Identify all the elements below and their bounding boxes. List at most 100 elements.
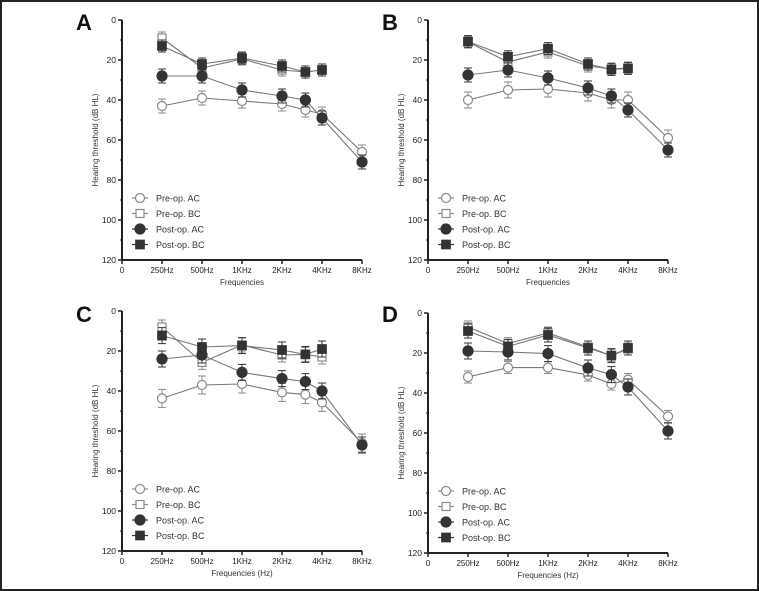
- open-circle-marker: [662, 411, 674, 422]
- y-tick-label: 80: [107, 466, 117, 476]
- data-point: [237, 340, 247, 351]
- filled-square-marker: [300, 67, 311, 77]
- legend-label: Pre-op. BC: [156, 209, 201, 219]
- data-point: [300, 67, 311, 77]
- filled-circle-marker: [196, 70, 208, 82]
- x-tick-label: 500Hz: [190, 557, 213, 566]
- series-line: [161, 97, 363, 153]
- series-post-op-ac: [462, 342, 674, 440]
- legend-label: Post-op. AC: [156, 516, 205, 526]
- filled-square-marker: [317, 344, 327, 354]
- legend-label: Post-op. BC: [156, 240, 205, 250]
- filled-square-marker: [463, 36, 473, 47]
- open-circle-marker: [236, 95, 248, 107]
- data-point: [583, 343, 593, 353]
- filled-square-marker: [135, 239, 145, 250]
- x-tick-label: 500Hz: [496, 266, 519, 275]
- data-point: [502, 64, 514, 76]
- x-tick-label: 4KHz: [312, 557, 332, 566]
- data-point: [276, 373, 288, 385]
- x-tick-label: 250Hz: [456, 559, 479, 568]
- y-tick-label: 120: [102, 255, 116, 265]
- x-tick-label: 8KHz: [352, 557, 372, 566]
- y-tick-label: 80: [107, 175, 117, 185]
- open-circle-marker: [542, 83, 554, 95]
- data-point: [276, 90, 288, 102]
- x-tick-label: 500Hz: [496, 559, 519, 568]
- filled-square-marker: [300, 349, 311, 360]
- filled-square-marker: [623, 63, 633, 74]
- filled-square-marker: [277, 61, 287, 71]
- y-tick-label: 120: [102, 546, 116, 556]
- x-tick-label: 1KHz: [232, 266, 252, 275]
- y-tick-label: 60: [413, 428, 423, 438]
- legend: Pre-op. AC Pre-op. BC Post-op. AC Post-op. …: [132, 483, 205, 541]
- y-tick-label: 100: [408, 508, 422, 518]
- data-point: [463, 36, 473, 47]
- y-tick-label: 80: [413, 175, 423, 185]
- data-point: [462, 371, 474, 383]
- y-tick-label: 0: [111, 15, 116, 25]
- data-point: [606, 350, 617, 361]
- data-point: [196, 92, 208, 104]
- series-post-op-bc: [463, 323, 633, 364]
- open-circle-marker: [462, 94, 474, 106]
- legend-label: Pre-op. AC: [156, 485, 201, 495]
- data-point: [300, 349, 311, 360]
- filled-circle-marker: [582, 82, 594, 94]
- y-tick-label: 40: [413, 95, 423, 105]
- panel-a: A 0 20 40 60 80 100 120 0 250Hz 500Hz 1KHz 2KHz 4KHz 8…: [76, 10, 372, 287]
- filled-circle-marker: [662, 144, 674, 156]
- data-point: [662, 411, 674, 422]
- x-axis-title: Frequencies: [526, 278, 570, 287]
- filled-square-marker: [277, 345, 287, 355]
- series-pre-op-ac: [462, 361, 674, 423]
- legend-item: Pre-op. BC: [438, 208, 507, 219]
- y-tick-label: 100: [408, 215, 422, 225]
- open-circle-marker: [196, 92, 208, 104]
- open-circle-marker: [542, 362, 554, 373]
- filled-circle-marker: [236, 366, 248, 378]
- data-point: [542, 348, 554, 360]
- series-line: [162, 75, 363, 163]
- series-post-op-ac: [156, 68, 368, 170]
- filled-circle-marker: [299, 94, 311, 106]
- y-axis-title: Hearing threshold (dB HL): [91, 384, 100, 477]
- data-point: [605, 90, 617, 102]
- data-point: [156, 353, 168, 365]
- data-point: [276, 387, 288, 398]
- y-axis-title: Hearing threshold (dB HL): [397, 386, 406, 479]
- x-tick-label: 4KHz: [618, 266, 638, 275]
- data-point: [662, 144, 674, 156]
- legend-item: Pre-op. AC: [438, 192, 507, 204]
- open-circle-marker: [156, 393, 168, 404]
- y-tick-label: 80: [413, 468, 423, 478]
- series-line: [467, 350, 669, 432]
- legend-item: Pre-op. BC: [132, 208, 201, 219]
- legend-label: Pre-op. BC: [462, 209, 507, 219]
- filled-square-marker: [237, 340, 247, 351]
- data-point: [300, 389, 311, 400]
- open-square-marker: [135, 499, 145, 510]
- filled-square-marker: [543, 43, 553, 54]
- data-point: [463, 326, 473, 336]
- filled-circle-marker: [622, 104, 634, 116]
- open-circle-marker: [134, 192, 146, 204]
- legend-item: Pre-op. BC: [132, 499, 201, 510]
- panel-c: C 0 20 40 60 80 100 120 0 250Hz 500Hz 1KHz 2KHz 4KHz 8…: [76, 302, 372, 578]
- open-circle-marker: [462, 371, 474, 383]
- legend-item: Pre-op. AC: [438, 485, 507, 497]
- open-circle-marker: [662, 132, 674, 144]
- filled-circle-marker: [662, 425, 674, 437]
- panel-label: C: [76, 302, 92, 327]
- data-point: [623, 343, 633, 353]
- x-tick-label: 250Hz: [456, 266, 479, 275]
- filled-circle-marker: [156, 70, 168, 82]
- legend-label: Pre-op. AC: [462, 194, 507, 204]
- data-point: [317, 65, 327, 75]
- legend-label: Post-op. BC: [156, 531, 205, 541]
- legend-item: Post-op. BC: [132, 530, 205, 541]
- data-point: [317, 344, 327, 354]
- filled-square-marker: [623, 343, 633, 353]
- panel-d: D 0 20 40 60 80 100 120 0 250Hz 500Hz 1KHz 2KHz 4KHz 8…: [382, 302, 678, 580]
